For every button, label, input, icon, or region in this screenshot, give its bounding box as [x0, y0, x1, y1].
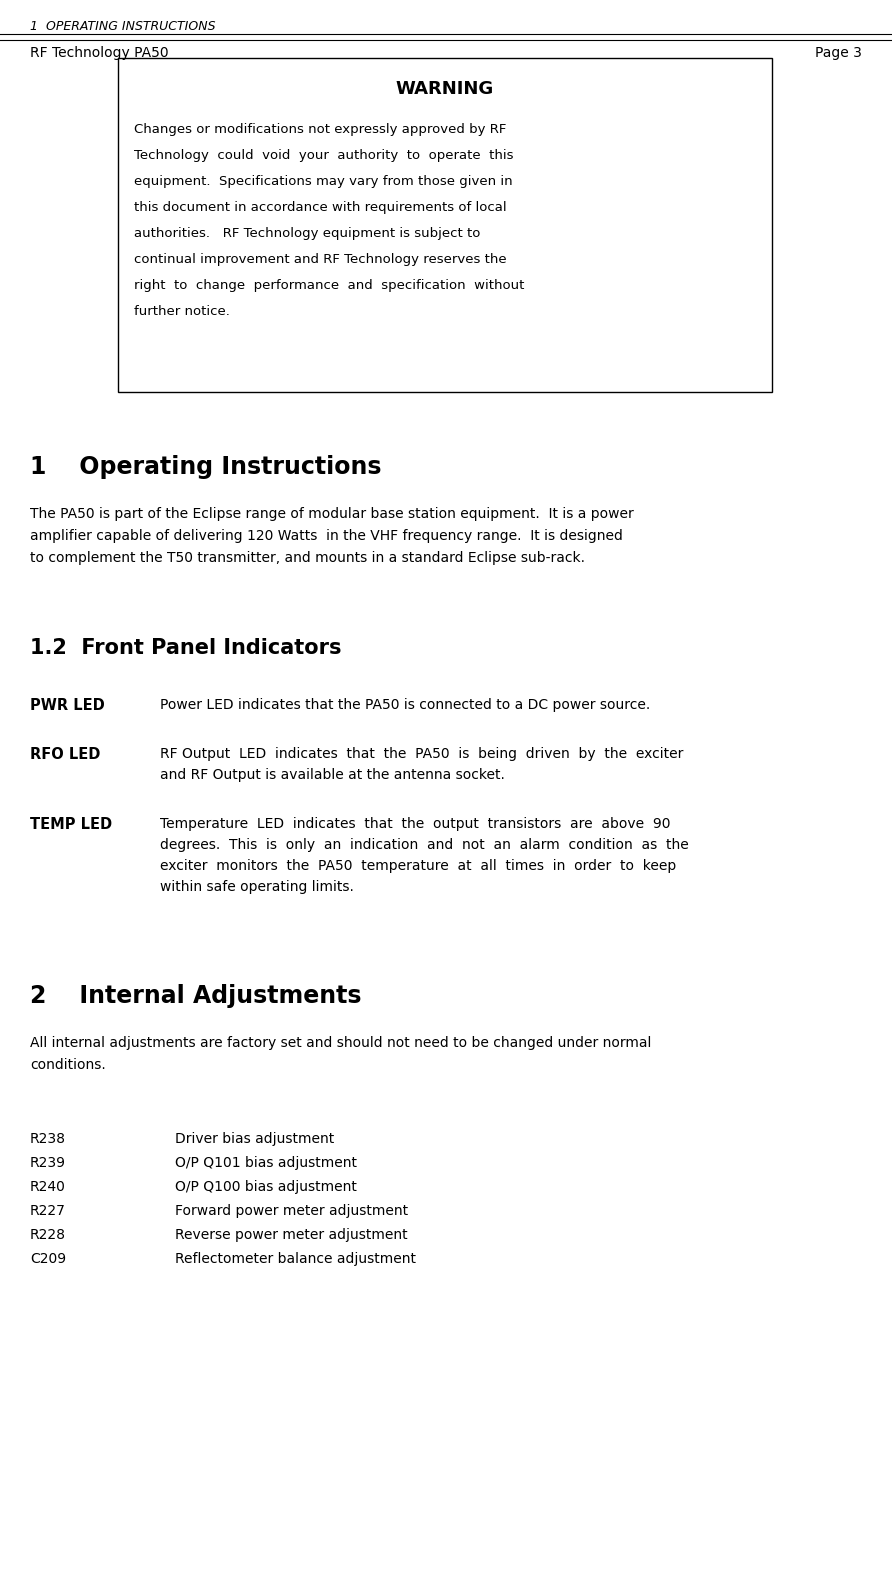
Text: Reverse power meter adjustment: Reverse power meter adjustment: [175, 1227, 408, 1242]
Text: R228: R228: [30, 1227, 66, 1242]
Text: WARNING: WARNING: [396, 80, 494, 97]
Text: within safe operating limits.: within safe operating limits.: [160, 879, 354, 894]
Text: TEMP LED: TEMP LED: [30, 817, 112, 832]
Text: 2    Internal Adjustments: 2 Internal Adjustments: [30, 985, 361, 1009]
Text: exciter  monitors  the  PA50  temperature  at  all  times  in  order  to  keep: exciter monitors the PA50 temperature at…: [160, 859, 676, 873]
Text: Reflectometer balance adjustment: Reflectometer balance adjustment: [175, 1251, 416, 1266]
Text: R227: R227: [30, 1203, 66, 1218]
Text: 1    Operating Instructions: 1 Operating Instructions: [30, 455, 382, 479]
Text: C209: C209: [30, 1251, 66, 1266]
Text: All internal adjustments are factory set and should not need to be changed under: All internal adjustments are factory set…: [30, 1036, 651, 1050]
Text: Power LED indicates that the PA50 is connected to a DC power source.: Power LED indicates that the PA50 is con…: [160, 697, 650, 712]
Text: conditions.: conditions.: [30, 1058, 106, 1073]
Text: RF Technology PA50: RF Technology PA50: [30, 46, 169, 61]
Text: O/P Q100 bias adjustment: O/P Q100 bias adjustment: [175, 1179, 357, 1194]
Text: degrees.  This  is  only  an  indication  and  not  an  alarm  condition  as  th: degrees. This is only an indication and …: [160, 838, 689, 852]
Text: equipment.  Specifications may vary from those given in: equipment. Specifications may vary from …: [134, 176, 513, 188]
Text: to complement the T50 transmitter, and mounts in a standard Eclipse sub-rack.: to complement the T50 transmitter, and m…: [30, 551, 585, 565]
Text: and RF Output is available at the antenna socket.: and RF Output is available at the antenn…: [160, 768, 505, 782]
Text: 1.2  Front Panel Indicators: 1.2 Front Panel Indicators: [30, 638, 342, 658]
Bar: [118, 57, 772, 393]
Text: Changes or modifications not expressly approved by RF: Changes or modifications not expressly a…: [134, 123, 507, 136]
Text: PWR LED: PWR LED: [30, 697, 104, 713]
Text: Forward power meter adjustment: Forward power meter adjustment: [175, 1203, 409, 1218]
Text: R238: R238: [30, 1132, 66, 1146]
Text: further notice.: further notice.: [134, 305, 230, 318]
Text: Temperature  LED  indicates  that  the  output  transistors  are  above  90: Temperature LED indicates that the outpu…: [160, 817, 671, 832]
Text: continual improvement and RF Technology reserves the: continual improvement and RF Technology …: [134, 254, 507, 267]
Text: authorities.   RF Technology equipment is subject to: authorities. RF Technology equipment is …: [134, 227, 481, 239]
Text: 1  OPERATING INSTRUCTIONS: 1 OPERATING INSTRUCTIONS: [30, 21, 216, 34]
Text: this document in accordance with requirements of local: this document in accordance with require…: [134, 201, 507, 214]
Text: RFO LED: RFO LED: [30, 747, 101, 761]
Text: Driver bias adjustment: Driver bias adjustment: [175, 1132, 334, 1146]
Text: The PA50 is part of the Eclipse range of modular base station equipment.  It is : The PA50 is part of the Eclipse range of…: [30, 508, 633, 520]
Text: RF Output  LED  indicates  that  the  PA50  is  being  driven  by  the  exciter: RF Output LED indicates that the PA50 is…: [160, 747, 683, 761]
Text: O/P Q101 bias adjustment: O/P Q101 bias adjustment: [175, 1156, 357, 1170]
Text: Technology  could  void  your  authority  to  operate  this: Technology could void your authority to …: [134, 148, 514, 163]
Text: Page 3: Page 3: [815, 46, 862, 61]
Text: R239: R239: [30, 1156, 66, 1170]
Text: right  to  change  performance  and  specification  without: right to change performance and specific…: [134, 279, 524, 292]
Text: R240: R240: [30, 1179, 66, 1194]
Text: amplifier capable of delivering 120 Watts  in the VHF frequency range.  It is de: amplifier capable of delivering 120 Watt…: [30, 528, 623, 543]
